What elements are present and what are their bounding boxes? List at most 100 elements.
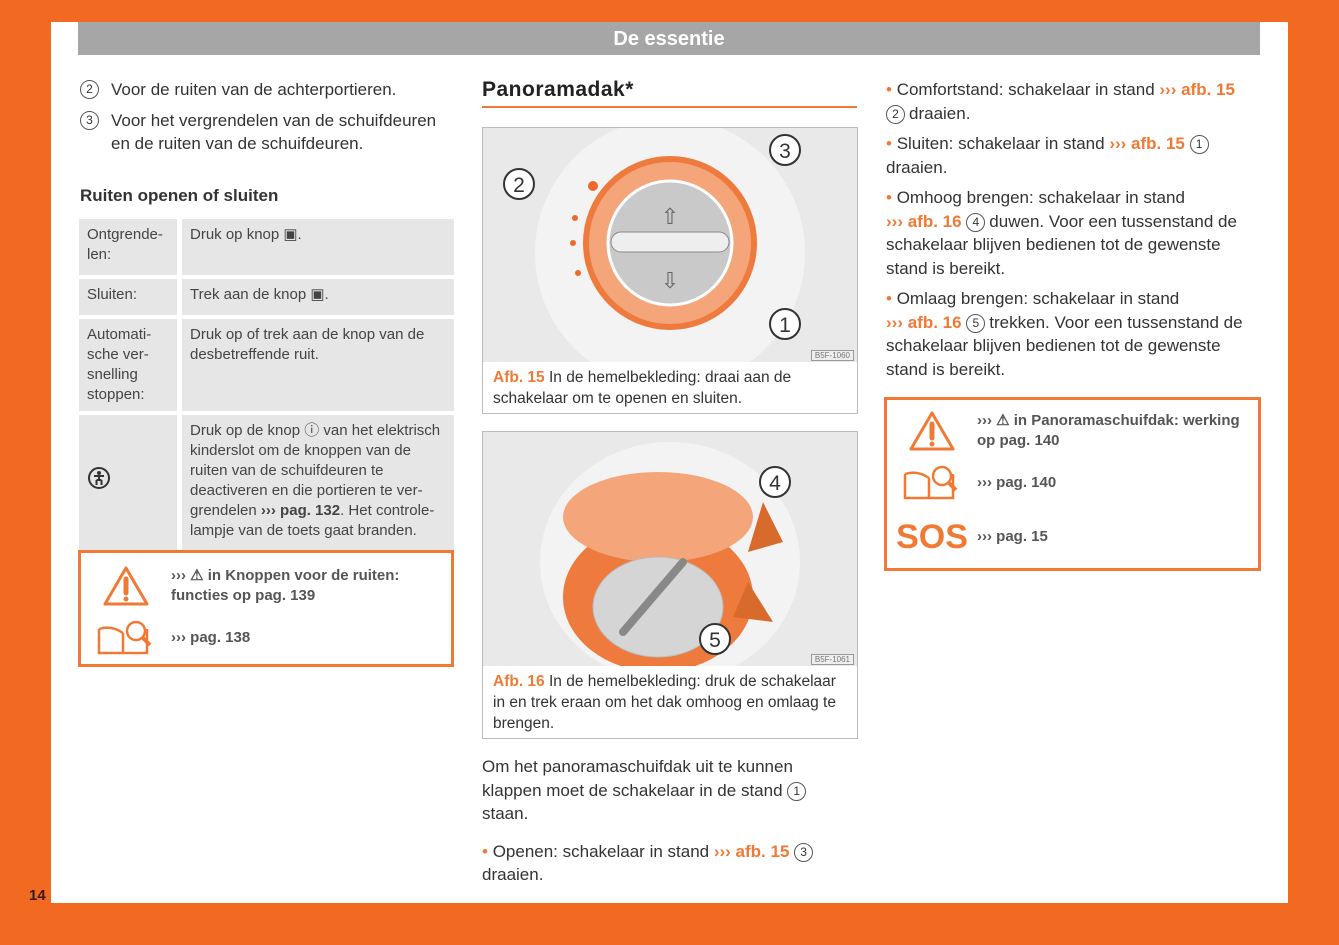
callout-4: 4	[759, 466, 791, 498]
warning-icon	[81, 565, 171, 607]
table-value: Druk op knop ▣.	[182, 219, 454, 275]
table-key: Automati­sche ver­snelling stoppen:	[79, 319, 182, 411]
figure-link[interactable]: ››› afb. 15	[713, 841, 790, 861]
callout-number: 2	[80, 80, 99, 99]
callout-number: 1	[787, 781, 807, 801]
svg-text:2: 2	[513, 174, 525, 197]
bullet-text: draaien.	[482, 865, 544, 884]
bullet-text: Sluiten: schakelaar in stand	[896, 134, 1105, 153]
list-item: 2 Voor de ruiten van de achterportieren.	[80, 78, 455, 102]
warning-link[interactable]: ››› ⚠ in Panoramaschuifdak: werking op p…	[977, 412, 1240, 449]
bullet-text: duwen. Voor een tussenstand de schakelaa…	[886, 211, 1237, 278]
sos-link[interactable]: ››› pag. 15	[977, 528, 1048, 545]
table-value: Trek aan de knop ▣.	[182, 279, 454, 315]
callout-number: 3	[794, 842, 814, 862]
manual-search-icon	[81, 619, 171, 657]
manual-row: ››› pag. 138	[81, 613, 451, 663]
info-box-right: ››› ⚠ in Panoramaschuifdak: werking op p…	[884, 397, 1261, 571]
bullet-text: trekken. Voor een tussenstand de schakel…	[886, 312, 1243, 379]
svg-text:3: 3	[779, 140, 791, 163]
svg-text:5: 5	[709, 629, 721, 652]
list-item: 3 Voor het vergrendelen van de schuifdeu­…	[80, 109, 455, 156]
sos-icon: SOS	[896, 518, 968, 556]
callout-5: 5	[699, 623, 731, 655]
caption-text: In de hemelbekleding: draai aan de schak…	[493, 369, 792, 407]
item-text: Voor de ruiten van de achterportieren.	[111, 80, 397, 99]
svg-text:1: 1	[779, 314, 791, 337]
rotary-switch-illustration: ⇧ ⇩ 3 2 1	[483, 128, 857, 362]
section-header: De essentie	[78, 22, 1260, 55]
page-number: 14	[29, 887, 46, 904]
table-key: Sluiten:	[79, 279, 182, 315]
section-heading: Panoramadak*	[482, 78, 857, 108]
item-text: Voor het vergrendelen van de schuifdeu­r…	[111, 110, 437, 154]
warning-row: ››› ⚠ in Knoppen voor de ruiten: functie…	[81, 553, 451, 613]
table-row: Ontgrende­len: Druk op knop ▣.	[79, 219, 454, 275]
manual-link[interactable]: ››› pag. 140	[977, 474, 1057, 491]
bullet-item: Omlaag brengen: schakelaar in stand ››› a…	[886, 287, 1258, 381]
paragraph: Om het panoramaschuifdak uit te kunnen k…	[482, 755, 852, 826]
caption-text: In de hemelbekleding: druk de schake­laa…	[493, 673, 836, 732]
callout-1: 1	[769, 308, 801, 340]
paragraph-text: staan.	[482, 804, 529, 823]
callout-number: 4	[966, 212, 986, 232]
svg-text:4: 4	[769, 472, 781, 495]
svg-text:⇩: ⇩	[661, 268, 679, 293]
bullet-item: Sluiten: schakelaar in stand ››› afb. 15…	[886, 132, 1258, 179]
callout-number: 3	[80, 110, 99, 130]
figure-link[interactable]: ››› afb. 16	[886, 211, 962, 231]
manual-row: ››› pag. 140	[887, 458, 1258, 508]
warning-icon	[887, 410, 977, 452]
page-link[interactable]: ››› pag. 132	[260, 502, 341, 519]
manual-link[interactable]: ››› pag. 138	[171, 629, 251, 646]
table-row: Automati­sche ver­snelling stoppen: Druk …	[79, 319, 454, 411]
bullet-text: draaien.	[886, 157, 948, 177]
callout-number: 5	[966, 313, 986, 333]
figure-label: Afb. 15	[493, 369, 545, 386]
figure-label: Afb. 16	[493, 673, 545, 690]
bullet-text: Omhoog brengen: schakelaar in stand	[896, 188, 1185, 207]
figure-16: 4 5 B5F-1061 Afb. 16 In de hemelbekledin…	[482, 431, 858, 739]
warning-row: ››› ⚠ in Panoramaschuifdak: werking op p…	[887, 400, 1258, 458]
callout-number: 1	[1189, 135, 1209, 154]
sos-row: SOS ››› pag. 15	[887, 508, 1258, 566]
callout-2: 2	[503, 168, 535, 200]
middle-text: Om het panoramaschuifdak uit te kunnen k…	[482, 755, 852, 897]
figure-15: ⇧ ⇩ 3 2 1 B5F-1060 Afb. 15 In de hemelbe…	[482, 127, 858, 414]
bullet-text: Comfortstand: schakelaar in stand	[896, 80, 1155, 99]
info-box-left: ››› ⚠ in Knoppen voor de ruiten: functie…	[78, 550, 454, 667]
figure-code: B5F-1060	[810, 350, 854, 361]
svg-text:⇧: ⇧	[661, 204, 679, 229]
warning-link[interactable]: ››› ⚠ in Knoppen voor de ruiten: functie…	[171, 567, 400, 604]
table-key: Ontgrende­len:	[79, 219, 182, 275]
bullet-item: Openen: schakelaar in stand ››› afb. 15 …	[482, 840, 852, 887]
right-column: Comfortstand: schakelaar in stand ››› af…	[886, 78, 1258, 391]
figure-link[interactable]: ››› afb. 15	[1109, 134, 1185, 153]
left-column: 2 Voor de ruiten van de achterportieren. …	[79, 78, 455, 555]
window-table: Ontgrende­len: Druk op knop ▣. Sluiten: Tr…	[79, 215, 454, 555]
value-text: Druk op de knop ⓘ van het elek­trisch ki…	[190, 422, 441, 519]
child-lock-icon	[79, 415, 182, 551]
bullet-text: draaien.	[909, 103, 971, 123]
figure-link[interactable]: ››› afb. 16	[886, 312, 962, 332]
value-text: . Het controle­lampje van de toets gaat …	[190, 502, 435, 539]
table-value: Druk op de knop ⓘ van het elek­trisch ki…	[182, 415, 454, 551]
bullet-text: Omlaag brengen: schakelaar in stand	[896, 289, 1180, 308]
bullet-item: Omhoog brengen: schakelaar in stand ››› a…	[886, 186, 1258, 280]
table-row: Druk op de knop ⓘ van het elek­trisch ki…	[79, 415, 454, 551]
manual-search-icon	[887, 464, 977, 502]
paragraph-text: Om het panoramaschuifdak uit te kunnen k…	[482, 757, 793, 800]
section-heading: Ruiten openen of sluiten	[80, 185, 279, 205]
figure-caption: Afb. 15 In de hemelbekleding: draai aan …	[483, 362, 857, 414]
figure-link[interactable]: ››› afb. 15	[1159, 80, 1235, 99]
table-value: Druk op of trek aan de knop van de desbe…	[182, 319, 454, 411]
push-pull-switch-illustration: 4 5	[483, 432, 857, 666]
bullet-item: Comfortstand: schakelaar in stand ››› af…	[886, 78, 1258, 125]
middle-column: Panoramadak*	[482, 78, 857, 108]
callout-number: 2	[886, 104, 905, 124]
bullet-text: Openen: schakelaar in stand	[492, 841, 710, 861]
figure-caption: Afb. 16 In de hemelbekleding: druk de sc…	[483, 666, 857, 739]
figure-code: B5F-1061	[810, 654, 854, 665]
table-row: Sluiten: Trek aan de knop ▣.	[79, 279, 454, 315]
callout-3: 3	[769, 134, 801, 166]
